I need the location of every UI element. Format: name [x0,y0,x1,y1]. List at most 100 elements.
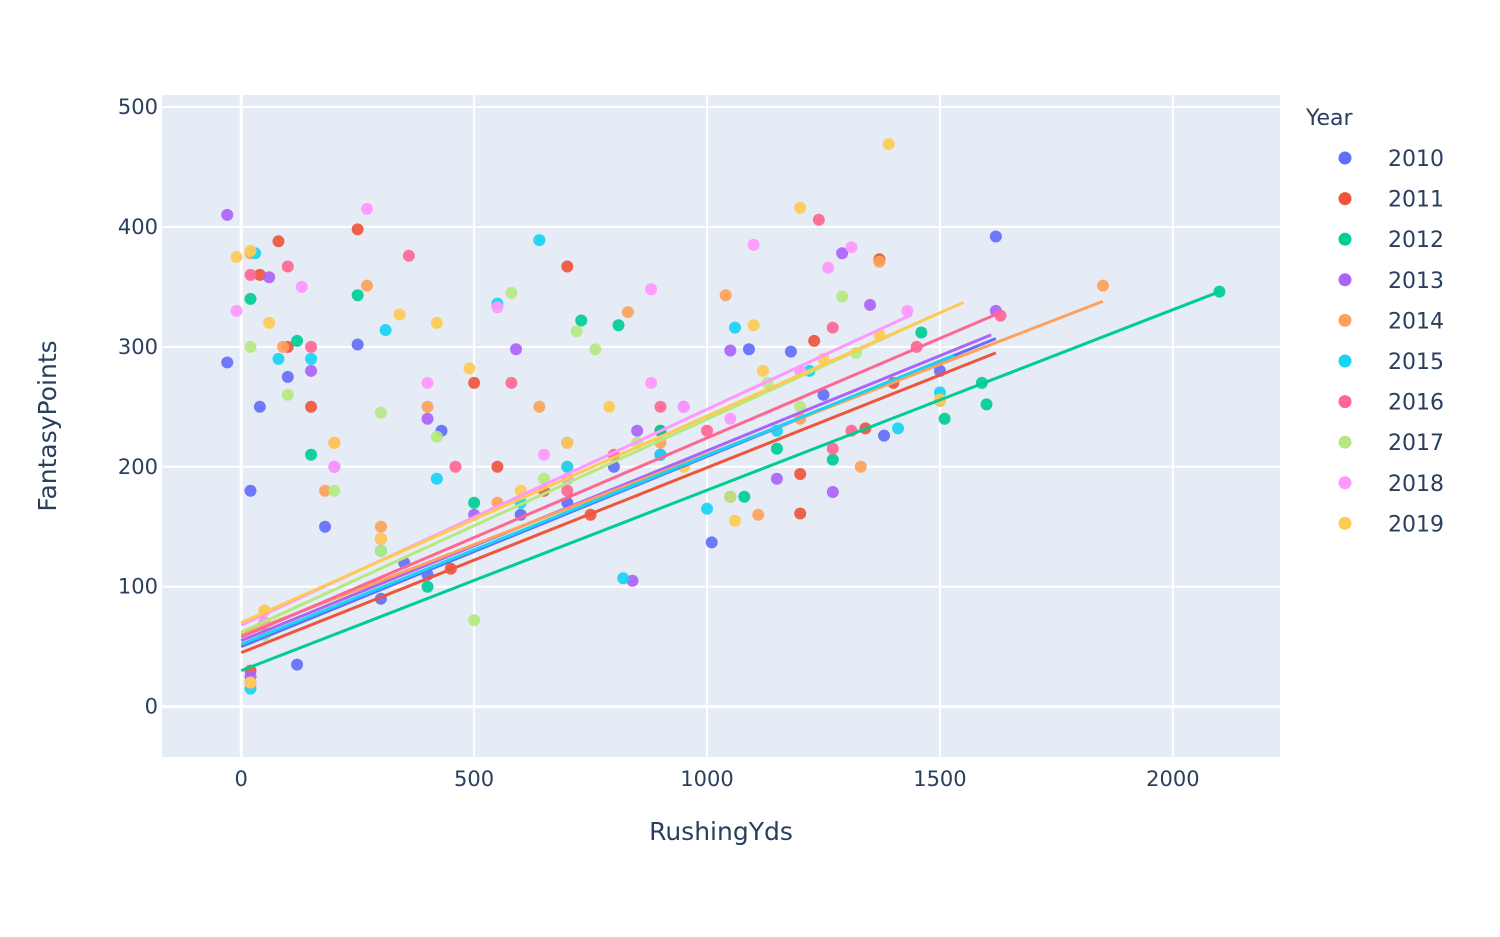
data-point [724,412,737,425]
data-point [351,289,364,302]
data-point [463,362,476,375]
x-tick-label: 500 [454,767,494,791]
data-point [826,442,839,455]
legend-marker [1338,476,1352,490]
y-tick-label: 0 [145,695,158,719]
data-point [980,398,993,411]
data-point [305,364,318,377]
data-point [374,520,387,533]
data-point [430,472,443,485]
trend-line [240,313,997,639]
data-point [491,301,504,314]
legend-label: 2015 [1388,350,1444,375]
data-point [244,484,257,497]
data-point [836,247,849,260]
data-point [826,485,839,498]
legend: Year 2010 2011 2012 2013 2014 2015 2016 2017 201… [1305,106,1444,537]
data-point [263,271,276,284]
data-point [328,460,341,473]
legend-marker [1338,516,1352,530]
y-axis-ticks: 0 100 200 300 400 500 [118,95,158,719]
data-point [253,400,266,413]
data-point [374,544,387,557]
y-tick-label: 300 [118,335,158,359]
data-point [430,430,443,443]
data-point [468,496,481,509]
data-point [281,370,294,383]
data-point [747,319,760,332]
legend-item[interactable]: 2014 [1338,309,1445,334]
data-point [817,388,830,401]
legend-title: Year [1305,106,1354,131]
data-point [291,334,304,347]
data-point [421,400,434,413]
legend-item[interactable]: 2019 [1338,512,1445,537]
data-point [449,460,462,473]
data-point [253,268,266,281]
data-point [328,484,341,497]
legend-marker [1338,395,1352,409]
legend-item[interactable]: 2015 [1338,350,1445,375]
data-point [645,283,658,296]
data-point [537,448,550,461]
legend-item[interactable]: 2012 [1338,228,1445,253]
x-axis-ticks: 0 500 1000 1500 2000 [235,767,1200,791]
data-point [892,422,905,435]
data-point [244,340,257,353]
legend-marker [1338,192,1352,206]
data-point [221,356,234,369]
data-point [589,343,602,356]
data-point [752,508,765,521]
legend-item[interactable]: 2013 [1338,269,1445,294]
x-tick-label: 1500 [913,767,966,791]
data-point [263,316,276,329]
data-point [468,614,481,627]
trend-line [240,290,1220,673]
data-point [612,319,625,332]
data-point [421,376,434,389]
legend-item[interactable]: 2018 [1338,472,1445,497]
data-point [738,490,751,503]
plot-area [221,138,1226,695]
legend-label: 2019 [1388,512,1444,537]
data-point [561,460,574,473]
legend-item[interactable]: 2010 [1338,147,1445,172]
data-point [882,138,895,151]
data-point [756,364,769,377]
data-point [794,507,807,520]
legend-marker [1338,435,1352,449]
legend-item[interactable]: 2016 [1338,391,1445,416]
data-point [784,345,797,358]
data-point [747,238,760,251]
data-point [305,340,318,353]
data-point [626,574,639,587]
data-point [319,484,332,497]
data-point [537,472,550,485]
legend-item[interactable]: 2011 [1338,188,1445,213]
trend-line [240,301,964,625]
data-point [328,436,341,449]
legend-item[interactable]: 2017 [1338,431,1445,456]
legend-label: 2014 [1388,309,1444,334]
x-tick-label: 0 [235,767,248,791]
data-point [701,424,714,437]
data-point [742,343,755,356]
data-points [221,138,1226,695]
data-point [430,316,443,329]
data-point [244,676,257,689]
data-point [812,213,825,226]
data-point [645,376,658,389]
data-point [822,261,835,274]
data-point [854,460,867,473]
data-point [305,352,318,365]
legend-marker [1338,151,1352,165]
data-point [677,400,690,413]
data-point [272,352,285,365]
trend-lines [240,290,1220,673]
data-point [244,292,257,305]
data-point [724,490,737,503]
data-point [603,400,616,413]
data-point [244,268,257,281]
data-point [561,484,574,497]
